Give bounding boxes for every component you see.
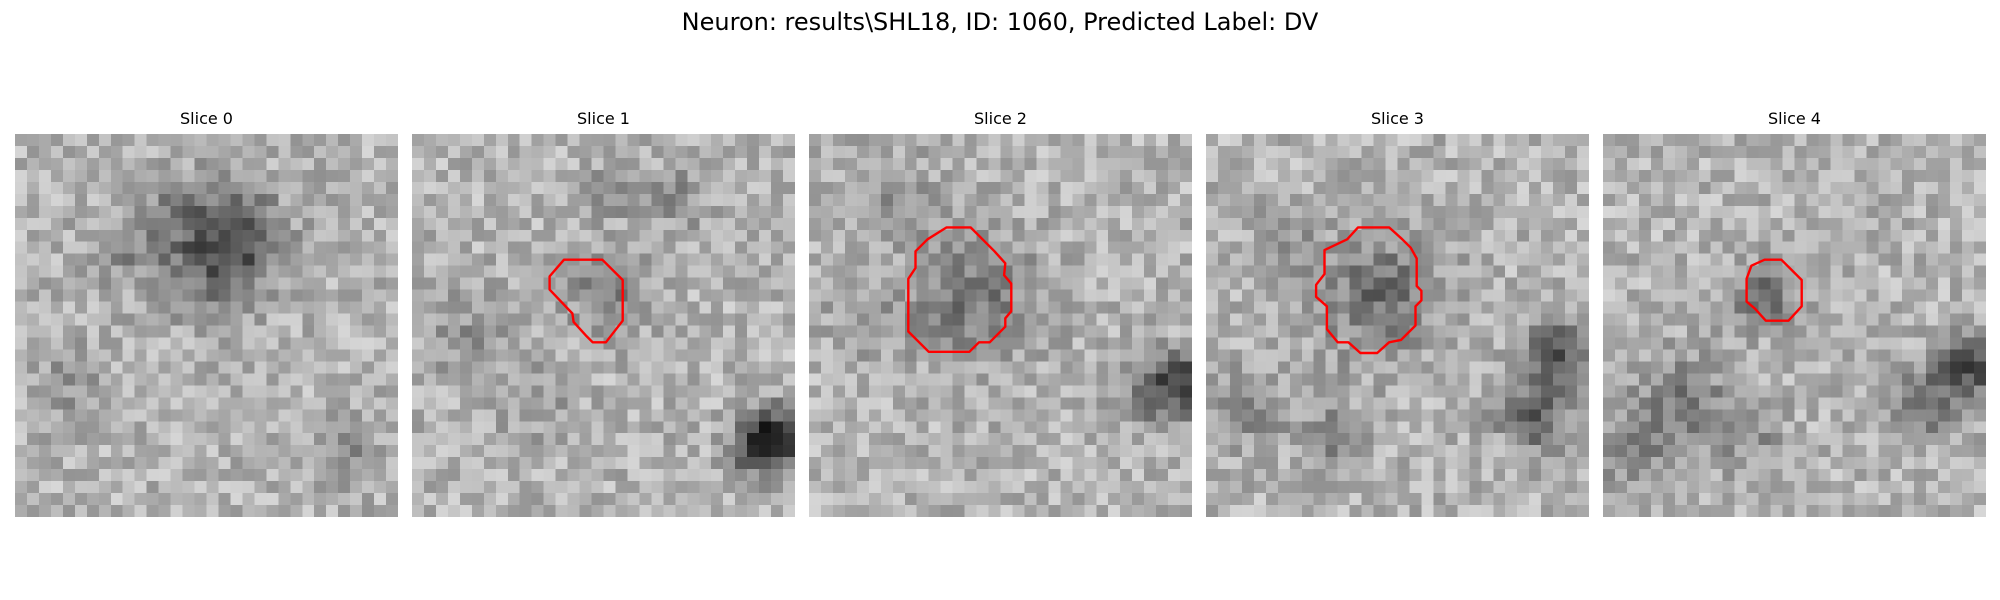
slice-panel-0: Slice 0	[15, 108, 398, 517]
slice-0-pixel-grid	[15, 134, 398, 517]
slice-title-3: Slice 3	[1371, 109, 1424, 128]
roi-contour-2	[907, 226, 1013, 354]
slice-image-0	[15, 134, 398, 517]
slice-panel-2: Slice 2	[809, 108, 1192, 517]
slice-panel-1: Slice 1	[412, 108, 795, 517]
roi-contour-4	[1745, 258, 1803, 322]
slice-panel-3: Slice 3	[1206, 108, 1589, 517]
slice-4-pixel-grid	[1603, 134, 1986, 517]
slice-panel-4: Slice 4	[1603, 108, 1986, 517]
slice-title-1: Slice 1	[577, 109, 630, 128]
slice-image-4	[1603, 134, 1986, 517]
slice-title-2: Slice 2	[974, 109, 1027, 128]
figure-title: Neuron: results\SHL18, ID: 1060, Predict…	[681, 8, 1319, 36]
slice-title-4: Slice 4	[1768, 109, 1821, 128]
slice-3-pixel-grid	[1206, 134, 1589, 517]
slice-image-3	[1206, 134, 1589, 517]
roi-contour-3	[1314, 226, 1423, 355]
roi-contour-1	[548, 258, 624, 344]
slice-1-pixel-grid	[412, 134, 795, 517]
slice-2-pixel-grid	[809, 134, 1192, 517]
slice-image-2	[809, 134, 1192, 517]
slice-image-1	[412, 134, 795, 517]
slice-title-0: Slice 0	[180, 109, 233, 128]
